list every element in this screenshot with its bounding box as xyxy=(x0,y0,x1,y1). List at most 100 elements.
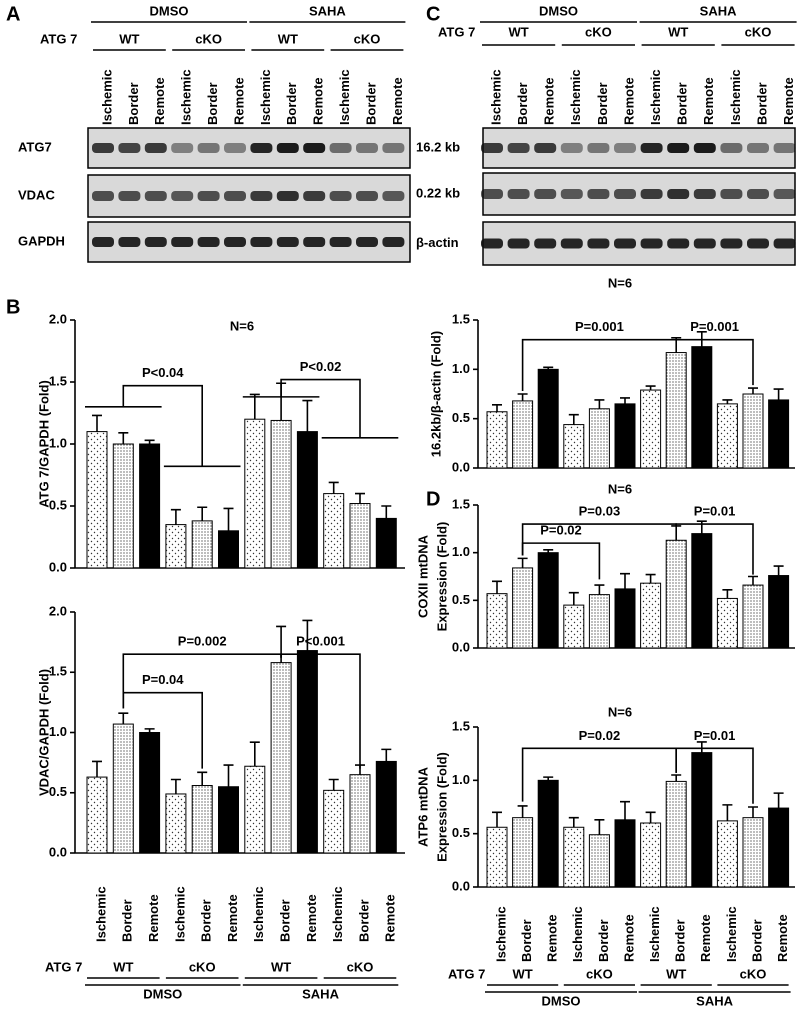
bar xyxy=(614,403,636,469)
blot-band xyxy=(303,191,326,201)
blot-band xyxy=(171,191,194,201)
error-bar xyxy=(381,505,392,519)
x-tick-label: Ischemic xyxy=(251,886,266,942)
lane-label: Ischemic xyxy=(99,69,114,125)
error-bar xyxy=(773,792,784,809)
y-axis-label: ATG 7/GAPDH (Fold) xyxy=(36,380,51,508)
error-bar xyxy=(568,413,579,425)
genotype-label: WT xyxy=(113,959,133,974)
blot-band xyxy=(640,189,663,199)
x-tick-label: Remote xyxy=(545,914,560,962)
error-bar xyxy=(620,397,630,404)
genotype-label: WT xyxy=(278,31,298,46)
bar xyxy=(768,399,790,469)
x-tick-label: Ischemic xyxy=(330,886,345,942)
treatment-label: SAHA xyxy=(696,993,733,1008)
error-bar xyxy=(722,399,733,404)
p-value: P=0.001 xyxy=(575,319,624,334)
error-bar xyxy=(696,520,707,534)
lane-label: Remote xyxy=(542,77,557,125)
bar xyxy=(296,650,318,854)
y-tick-label: 0.0 xyxy=(452,878,470,893)
error-bar xyxy=(492,580,502,594)
bar xyxy=(537,779,559,888)
bar xyxy=(191,785,213,854)
lane-label: Border xyxy=(754,82,769,125)
panel-letter: A xyxy=(6,3,20,25)
p-value: P<0.02 xyxy=(300,359,342,374)
treatment-label: DMSO xyxy=(539,3,578,18)
bar xyxy=(218,786,239,854)
blot-band xyxy=(118,143,141,153)
bar xyxy=(86,431,108,569)
blot-band xyxy=(197,191,220,201)
blot-band xyxy=(693,238,716,249)
blot-band xyxy=(747,189,769,199)
lane-label: Ischemic xyxy=(179,69,194,125)
bar xyxy=(139,732,161,854)
x-tick-label: Ischemic xyxy=(570,906,585,962)
chart-title: N=6 xyxy=(230,318,254,333)
blot-band xyxy=(773,189,796,199)
blot-band xyxy=(720,143,743,153)
error-bar xyxy=(748,806,758,818)
bar xyxy=(486,411,508,469)
x-tick-label: Remote xyxy=(775,914,790,962)
error-bar xyxy=(594,584,605,595)
blot-band xyxy=(534,238,557,249)
panel-letter: B xyxy=(6,296,20,318)
error-bar xyxy=(645,573,656,584)
lane-label: Remote xyxy=(781,77,796,125)
p-value: P=0.002 xyxy=(178,634,227,649)
blot-band xyxy=(560,143,583,153)
x-tick-label: Remote xyxy=(146,894,161,942)
y-tick-label: 2.0 xyxy=(49,603,67,618)
bar xyxy=(270,419,292,569)
error-bar xyxy=(328,481,339,494)
blot-band xyxy=(614,189,636,199)
bar xyxy=(486,826,508,888)
bar xyxy=(537,368,559,469)
blot-band xyxy=(481,143,503,153)
bar xyxy=(716,597,738,649)
bar xyxy=(244,765,266,854)
group-label: ATG 7 xyxy=(40,31,77,46)
error-bar xyxy=(118,712,129,725)
p-value: P<0.04 xyxy=(142,365,184,380)
error-bar xyxy=(170,508,181,525)
significance-bracket xyxy=(675,747,754,804)
lane-label: Border xyxy=(284,82,299,125)
blot-row-label: 16.2 kb xyxy=(416,139,460,154)
blot-band xyxy=(481,189,503,199)
lane-label: Border xyxy=(515,82,530,125)
genotype-label: WT xyxy=(271,959,291,974)
error-bar xyxy=(197,771,208,786)
error-bar xyxy=(645,811,656,823)
bar xyxy=(270,662,292,854)
chart-title: N=6 xyxy=(608,704,632,719)
error-bar xyxy=(144,728,155,733)
x-tick-label: Remote xyxy=(383,894,398,942)
bar xyxy=(614,819,636,888)
genotype-label: WT xyxy=(666,966,686,981)
error-bar xyxy=(722,804,733,821)
blot-band xyxy=(92,143,114,153)
y-tick-label: 1.0 xyxy=(452,361,470,376)
blot-band xyxy=(224,143,246,153)
x-tick-label: Border xyxy=(673,919,688,962)
error-bar xyxy=(620,800,630,820)
blot-band xyxy=(667,143,690,153)
error-bar xyxy=(328,778,339,791)
bar xyxy=(742,817,764,888)
bar xyxy=(375,517,397,569)
lane-label: Ischemic xyxy=(648,69,663,125)
error-bar xyxy=(645,385,656,391)
bar xyxy=(716,403,738,469)
error-bar xyxy=(355,492,365,504)
y-tick-label: 0.5 xyxy=(49,784,67,799)
genotype-label: cKO xyxy=(347,959,374,974)
blot-band xyxy=(587,189,610,199)
y-axis-label: Expression (Fold) xyxy=(434,752,449,862)
blot-band xyxy=(356,237,378,247)
